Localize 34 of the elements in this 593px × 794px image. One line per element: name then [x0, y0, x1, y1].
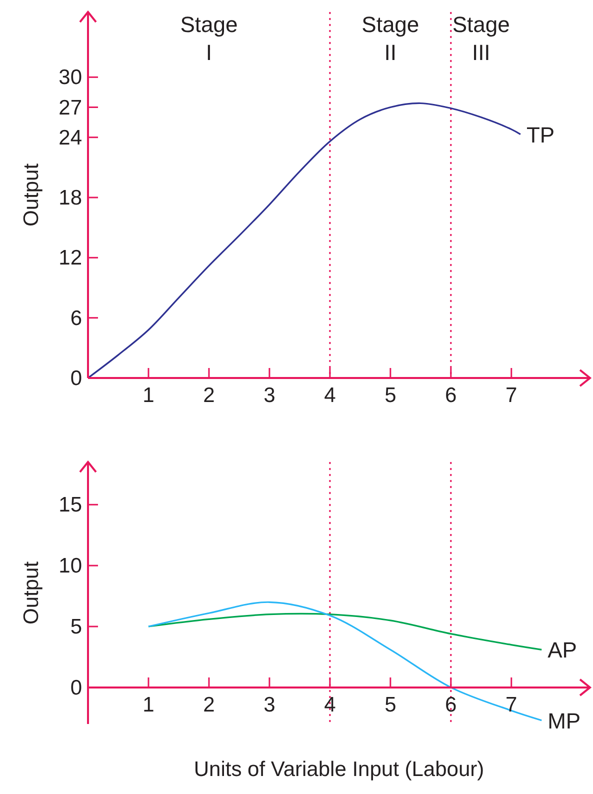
x-tick-label: 1: [142, 693, 154, 716]
line-series: [87, 102, 522, 379]
x-tick-label: 1: [142, 384, 154, 407]
y-tick-label: 12: [58, 246, 82, 270]
x-tick-label: 2: [203, 693, 215, 716]
x-tick-label: 6: [445, 693, 457, 716]
y-tick-label: 0: [70, 676, 82, 700]
y-tick-label: 5: [70, 616, 82, 639]
x-tick-label: 3: [264, 384, 276, 407]
x-tick-label: 5: [384, 693, 396, 716]
x-tick-label: 6: [445, 384, 457, 407]
x-tick-label: 4: [324, 384, 336, 407]
x-tick-label: 7: [506, 384, 518, 407]
y-tick-label: 30: [58, 66, 82, 90]
x-tick-label: 2: [203, 384, 215, 407]
y-axis-title: Output: [20, 561, 43, 625]
y-tick-label: 10: [58, 554, 82, 578]
series-label: TP: [526, 122, 555, 148]
annotation: Stage I: [180, 12, 238, 65]
annotation: Stage III: [452, 12, 510, 65]
x-axis-title: Units of Variable Input (Labour): [194, 758, 484, 781]
y-tick-label: 18: [58, 186, 82, 210]
y-tick-label: 24: [58, 126, 82, 150]
y-tick-label: 27: [58, 96, 82, 120]
annotation: Stage II: [362, 12, 420, 65]
x-tick-label: 3: [264, 693, 276, 716]
x-tick-label: 4: [324, 693, 336, 716]
series-label: MP: [548, 708, 581, 734]
y-tick-label: 6: [70, 306, 82, 330]
y-tick-label: 0: [70, 367, 82, 390]
y-axis-title: Output: [20, 163, 43, 227]
series-label: AP: [548, 638, 577, 663]
y-tick-label: 15: [58, 494, 82, 517]
x-tick-label: 5: [384, 384, 396, 407]
